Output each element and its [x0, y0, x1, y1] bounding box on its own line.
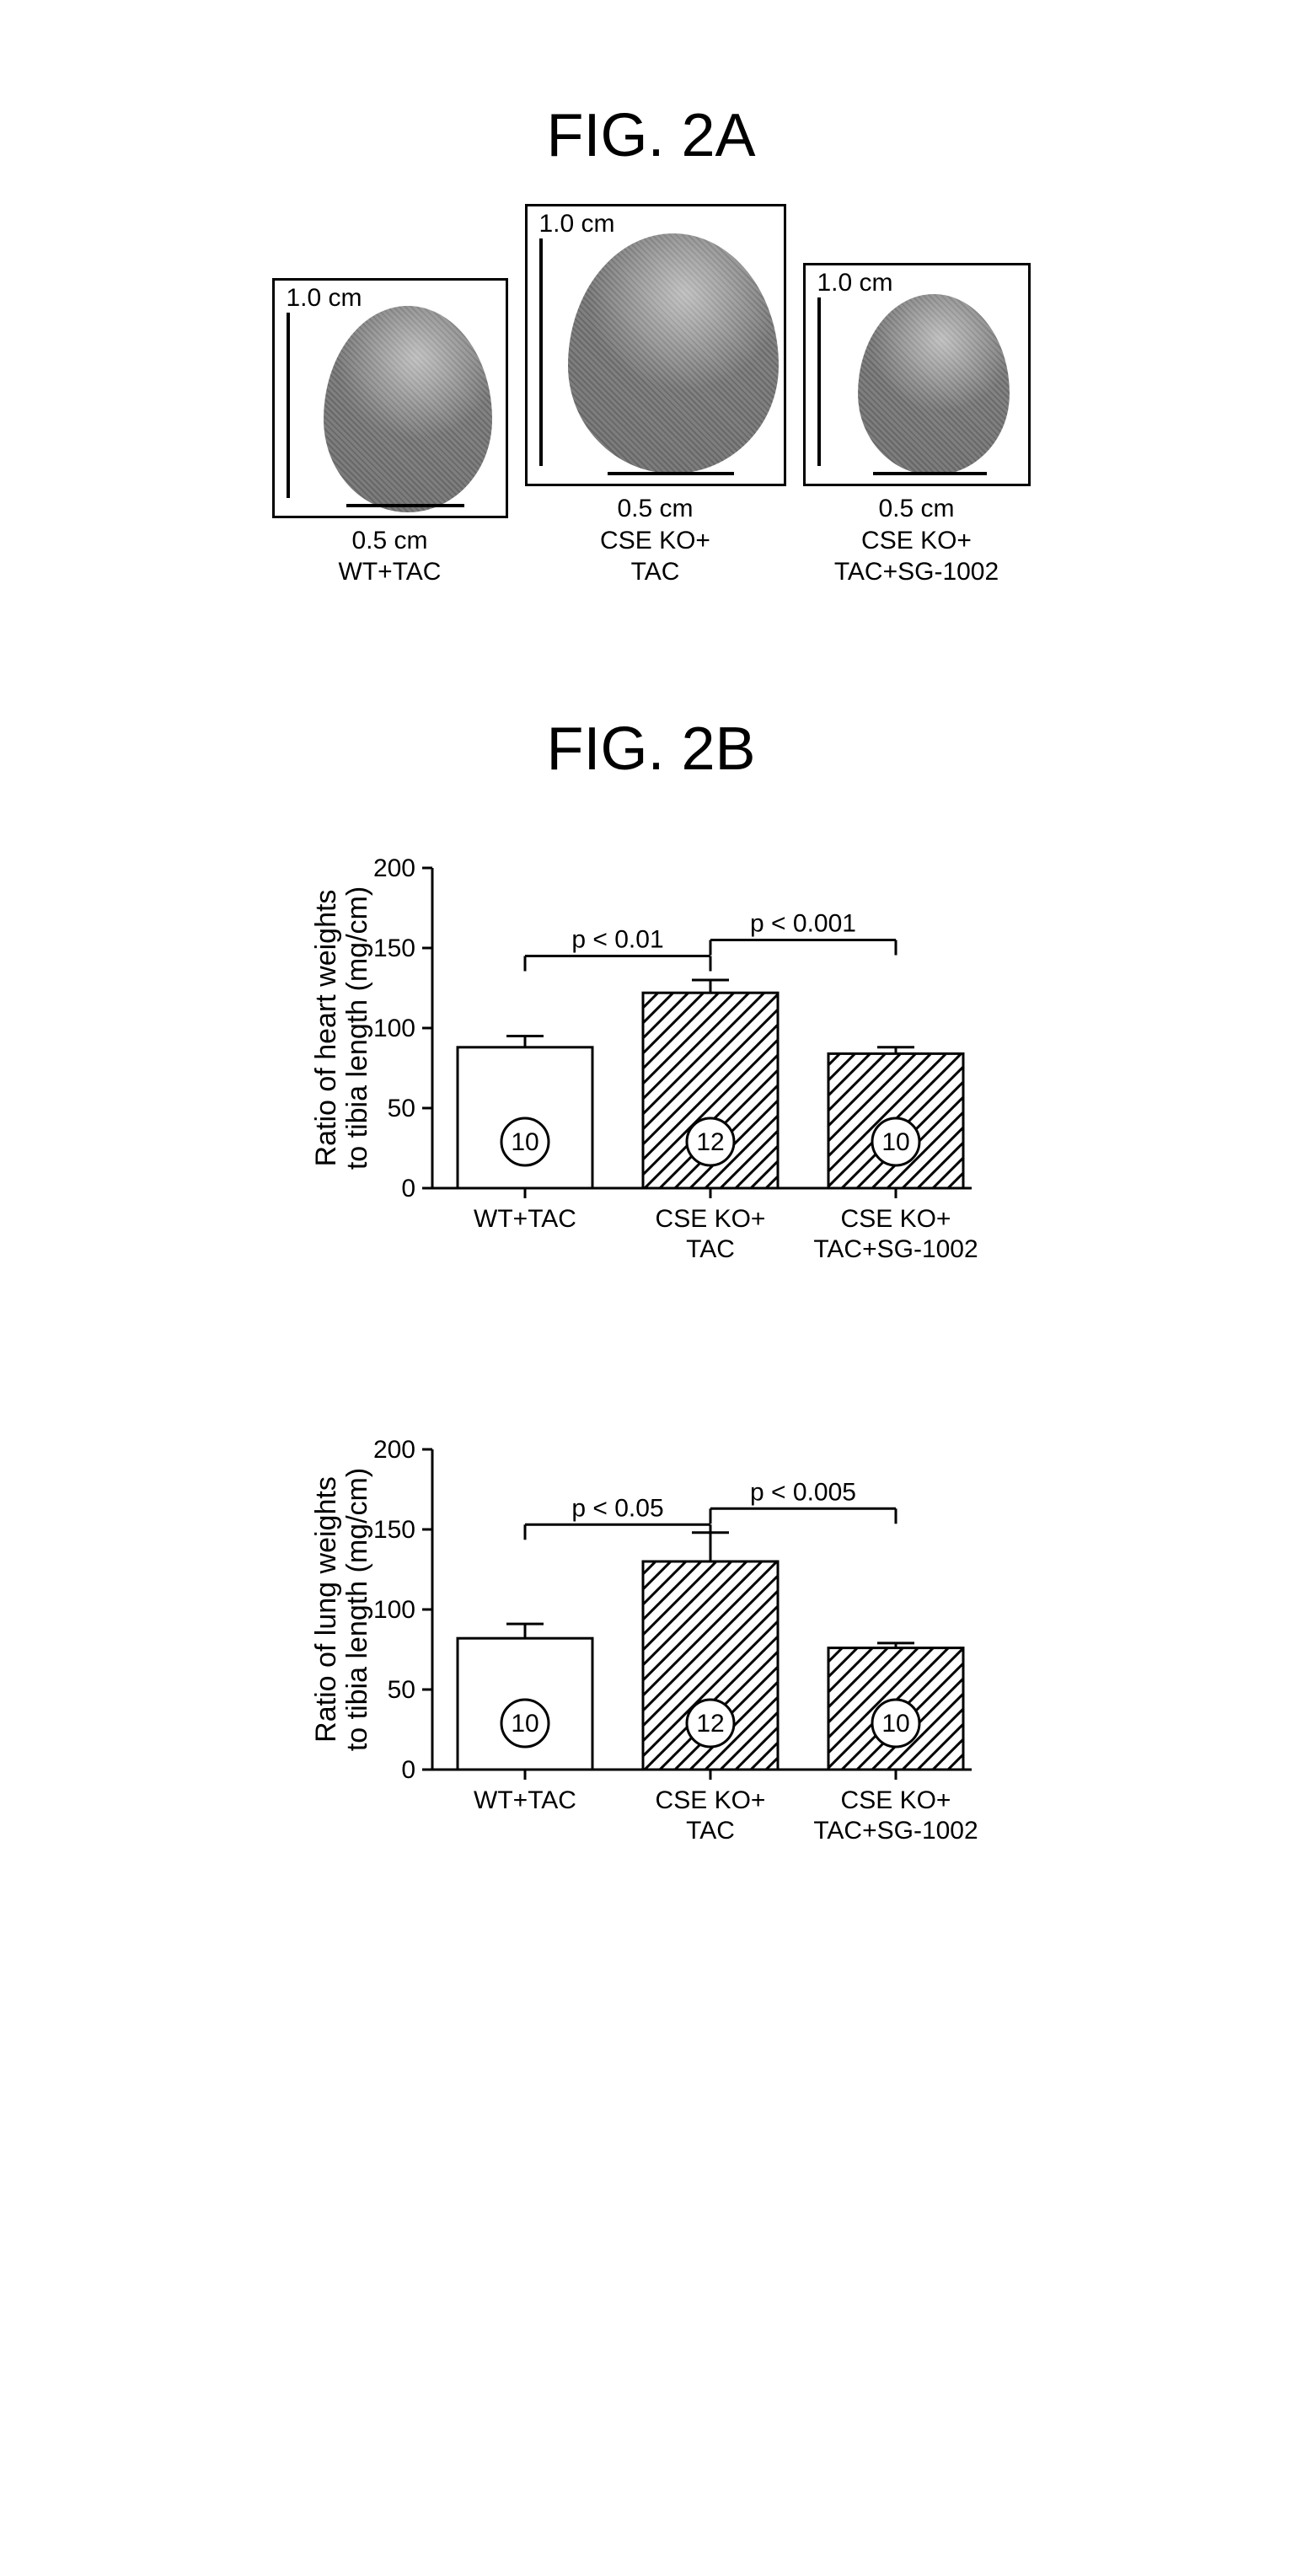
y-tick-label: 50 [387, 1095, 415, 1122]
panel-caption-condition: WT+TAC [339, 556, 442, 588]
vertical-scale-bar [539, 238, 543, 466]
x-category-label-line2: TAC+SG-1002 [813, 1817, 978, 1845]
y-tick-label: 150 [372, 1516, 415, 1544]
heart-image-panel: 1.0 cm [525, 204, 786, 486]
y-axis-label-line2: to tibia length (mg/cm) [341, 886, 373, 1169]
x-category-label-line2: TAC [686, 1235, 735, 1263]
y-tick-label: 150 [372, 935, 415, 962]
y-tick-label: 100 [372, 1596, 415, 1624]
y-tick-label: 50 [387, 1676, 415, 1704]
y-axis-label-line2: to tibia length (mg/cm) [341, 1467, 373, 1750]
heart-image-panel: 1.0 cm [272, 278, 508, 518]
horizontal-scale-bar [608, 472, 734, 475]
x-category-label: WT+TAC [474, 1205, 576, 1233]
significance-label: p < 0.001 [750, 909, 856, 937]
x-category-label: CSE KO+ [655, 1786, 765, 1814]
vertical-scale-label: 1.0 cm [287, 284, 362, 313]
sample-size-value: 10 [881, 1710, 909, 1738]
bar-chart: 0 50 100 150 200 Ratio of lung weightsto tibi… [272, 1399, 1031, 1938]
panel-caption-condition: CSE KO+ [834, 525, 999, 557]
vertical-scale-label: 1.0 cm [539, 210, 615, 238]
x-category-label: WT+TAC [474, 1786, 576, 1814]
sample-size-value: 10 [881, 1128, 909, 1156]
sample-size-value: 10 [511, 1128, 538, 1156]
x-category-label: CSE KO+ [655, 1205, 765, 1233]
heart-image [568, 233, 779, 474]
heart-image [324, 306, 492, 512]
y-tick-label: 200 [372, 854, 415, 882]
panel-caption: 0.5 cmWT+TAC [339, 525, 442, 588]
y-tick-label: 0 [401, 1175, 415, 1202]
horizontal-scale-bar [873, 472, 987, 475]
panel-caption: 0.5 cmCSE KO+TAC+SG-1002 [834, 493, 999, 588]
significance-label: p < 0.005 [750, 1478, 856, 1506]
panel-caption-condition: CSE KO+ [600, 525, 710, 557]
heart-image-panel: 1.0 cm [803, 263, 1031, 486]
x-category-label: CSE KO+ [840, 1786, 951, 1814]
panel-caption-scale: 0.5 cm [600, 493, 710, 525]
panel-caption-condition-line2: TAC [600, 556, 710, 588]
panel-caption-scale: 0.5 cm [834, 493, 999, 525]
figure-2b-title: FIG. 2B [0, 715, 1302, 784]
horizontal-scale-bar [346, 504, 464, 507]
sample-size-value: 12 [696, 1710, 724, 1738]
heart-image [858, 294, 1010, 475]
panel-caption-condition-line2: TAC+SG-1002 [834, 556, 999, 588]
sample-size-value: 10 [511, 1710, 538, 1738]
x-category-label-line2: TAC+SG-1002 [813, 1235, 978, 1263]
significance-label: p < 0.01 [571, 925, 663, 953]
sample-size-value: 12 [696, 1128, 724, 1156]
vertical-scale-bar [287, 313, 290, 498]
vertical-scale-label: 1.0 cm [817, 269, 893, 297]
x-category-label: CSE KO+ [840, 1205, 951, 1233]
y-axis-label-line1: Ratio of heart weights [310, 889, 342, 1166]
y-axis-label-line1: Ratio of lung weights [310, 1476, 342, 1743]
bar-chart: 0 50 100 150 200 Ratio of heart weightsto tib… [272, 817, 1031, 1357]
y-tick-label: 0 [401, 1756, 415, 1784]
y-tick-label: 100 [372, 1015, 415, 1042]
vertical-scale-bar [817, 297, 821, 466]
figure-2a-title: FIG. 2A [0, 101, 1302, 170]
x-category-label-line2: TAC [686, 1817, 735, 1845]
panel-caption: 0.5 cmCSE KO+TAC [600, 493, 710, 588]
y-tick-label: 200 [372, 1436, 415, 1464]
panel-caption-scale: 0.5 cm [339, 525, 442, 557]
figure-2a-panel-row: 1.0 cm0.5 cmWT+TAC1.0 cm0.5 cmCSE KO+TAC… [0, 204, 1302, 588]
significance-label: p < 0.05 [571, 1494, 663, 1522]
